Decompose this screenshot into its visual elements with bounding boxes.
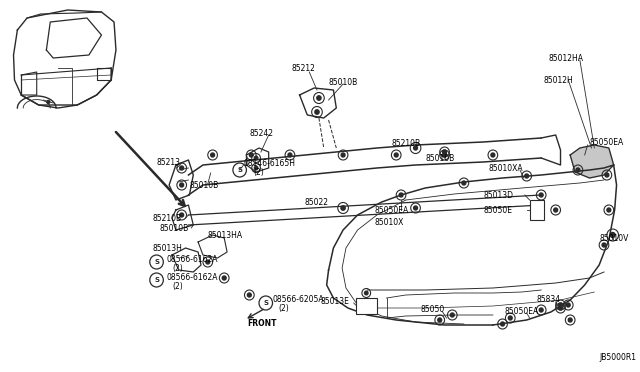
Polygon shape [570,145,614,178]
Circle shape [413,206,417,210]
Text: 85050: 85050 [420,305,445,314]
Text: (2): (2) [172,282,183,291]
Text: 08146-6165H: 08146-6165H [244,158,296,167]
Text: 85050EA: 85050EA [375,205,409,215]
Text: 08566-6162A: 08566-6162A [166,256,218,264]
Circle shape [211,153,214,157]
Text: JB5000R1: JB5000R1 [599,353,636,362]
Text: 85834: 85834 [536,295,561,305]
Text: 85013HA: 85013HA [208,231,243,240]
Circle shape [566,303,570,307]
Circle shape [443,153,447,157]
Text: 85050EA: 85050EA [504,308,539,317]
Text: 85010V: 85010V [599,234,628,243]
Bar [356,298,377,314]
Text: 08566-6162A: 08566-6162A [166,273,218,282]
Circle shape [365,291,368,295]
Text: 85012H: 85012H [543,76,573,84]
Text: 85050E: 85050E [483,205,512,215]
Circle shape [525,174,529,178]
Text: S: S [263,300,268,306]
Text: 85010B: 85010B [159,224,188,232]
Text: 85012HA: 85012HA [549,54,584,62]
Circle shape [602,243,606,247]
Text: 85010XA: 85010XA [488,164,523,173]
Circle shape [180,166,184,170]
Circle shape [611,232,615,237]
Text: 85010B: 85010B [328,77,358,87]
Circle shape [491,153,495,157]
Text: 85013D: 85013D [483,190,513,199]
Text: 85010B: 85010B [189,180,219,189]
Circle shape [206,260,210,264]
Text: 85210B: 85210B [152,214,182,222]
Text: S: S [154,259,159,265]
Circle shape [576,168,580,172]
Circle shape [500,322,504,326]
Circle shape [413,146,417,150]
Circle shape [254,156,258,160]
Circle shape [443,150,447,154]
Text: 08566-6205A: 08566-6205A [273,295,324,305]
Text: S: S [237,167,242,173]
Circle shape [317,96,321,100]
Text: 85213: 85213 [157,157,180,167]
Circle shape [607,208,611,212]
Text: 85010X: 85010X [375,218,404,227]
Text: 85212: 85212 [292,64,316,73]
Circle shape [559,303,563,307]
Circle shape [288,153,292,157]
Circle shape [248,293,252,297]
Circle shape [315,110,319,114]
Circle shape [540,193,543,197]
Circle shape [438,318,442,322]
Circle shape [559,306,563,310]
Circle shape [540,308,543,312]
Text: 85242: 85242 [250,128,273,138]
Circle shape [180,183,184,187]
Text: 85050EA: 85050EA [589,138,624,147]
Circle shape [605,173,609,177]
Circle shape [47,100,50,103]
Circle shape [568,318,572,322]
Circle shape [399,193,403,197]
Circle shape [250,153,253,157]
Circle shape [254,166,258,170]
Text: S: S [154,277,159,283]
Circle shape [451,313,454,317]
Text: 85013E: 85013E [321,298,350,307]
Circle shape [180,213,184,217]
Circle shape [462,181,466,185]
Text: (2): (2) [278,304,289,312]
Text: (2): (2) [172,263,183,273]
Text: 85022: 85022 [305,198,328,206]
Circle shape [222,276,226,280]
Circle shape [554,208,557,212]
Circle shape [394,153,398,157]
Text: (2): (2) [253,167,264,176]
Circle shape [508,316,512,320]
Circle shape [341,153,345,157]
Text: 85013H: 85013H [153,244,182,253]
Text: FRONT: FRONT [248,320,277,328]
Text: 85010B: 85010B [425,154,454,163]
Text: 85210B: 85210B [392,138,420,148]
Bar [529,200,544,220]
Circle shape [341,206,345,210]
